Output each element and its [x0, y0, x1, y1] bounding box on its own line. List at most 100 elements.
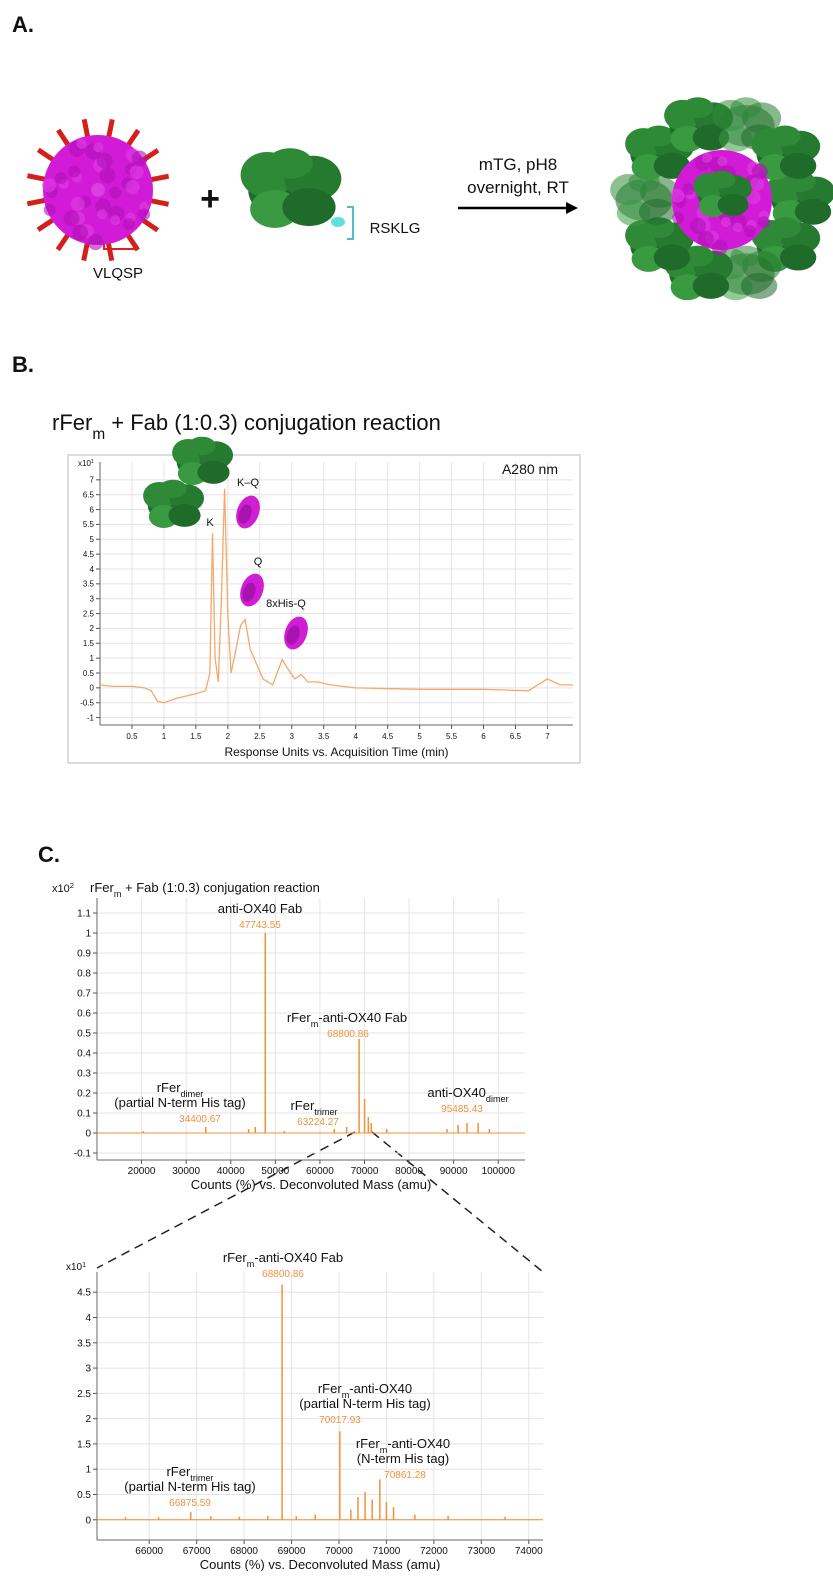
- zoom-line: [371, 1131, 544, 1273]
- y-tick-label: 0.5: [83, 669, 95, 678]
- x-tick-label: 20000: [128, 1166, 156, 1177]
- peak-name-part: anti-OX40 Fab: [218, 901, 303, 916]
- surface-texture: [91, 183, 105, 197]
- peak-name: rFertrimer: [290, 1098, 337, 1117]
- fab-blob: [197, 460, 230, 484]
- condition: overnight, RT: [467, 178, 569, 197]
- surface-texture: [697, 230, 714, 247]
- surface-texture: [750, 176, 765, 191]
- axis-multiplier-part: 1: [82, 1262, 86, 1269]
- tag-bracket: [347, 206, 354, 240]
- fab-blob: [708, 170, 736, 189]
- x-tick-label: 74000: [515, 1546, 543, 1557]
- peak-name-part: (partial N-term His tag): [299, 1396, 430, 1411]
- fab-blob: [692, 272, 730, 299]
- peak-name-part: anti-OX40: [427, 1085, 486, 1100]
- peak-name-part: m: [380, 1445, 388, 1455]
- surface-texture: [720, 217, 731, 228]
- y-tick-label: 0.3: [77, 1069, 91, 1080]
- x-tick-label: 1.5: [190, 732, 202, 741]
- surface-texture: [70, 197, 85, 212]
- fab-blob: [682, 97, 714, 119]
- peak-name-part: (N-term His tag): [357, 1451, 449, 1466]
- peak-name: (partial N-term His tag): [124, 1479, 255, 1494]
- x-tick-label: 5.5: [446, 732, 458, 741]
- surface-texture: [76, 138, 87, 149]
- y-tick-label: 0: [85, 1129, 91, 1140]
- peak-label: Q: [254, 556, 263, 568]
- fab-blob: [168, 503, 201, 527]
- tag-highlight: [331, 217, 345, 227]
- peak-label: 8xHis-Q: [266, 598, 306, 610]
- peak-name-part: m: [342, 1390, 350, 1400]
- peak-name-part: trimer: [190, 1473, 213, 1483]
- surface-texture: [689, 217, 706, 234]
- peak-name-part: -anti-OX40: [387, 1436, 450, 1451]
- chart-title-part: rFer: [90, 880, 115, 895]
- axis-multiplier: x101: [66, 1262, 86, 1274]
- fab-blob: [730, 97, 762, 119]
- y-tick-label: 1: [85, 1465, 91, 1476]
- fab-blob: [740, 272, 778, 299]
- fab-blob: [267, 148, 313, 179]
- x-tick-label: 7: [545, 732, 550, 741]
- y-tick-label: 0.9: [77, 949, 91, 960]
- peak-name-part: m: [311, 1019, 319, 1029]
- fab-blob: [769, 217, 801, 239]
- condition: mTG, pH8: [479, 155, 557, 174]
- x-tick-label: 40000: [217, 1166, 245, 1177]
- surface-texture: [93, 142, 104, 153]
- peak-name: (partial N-term His tag): [299, 1396, 430, 1411]
- x-tick-label: 67000: [183, 1546, 211, 1557]
- surface-texture: [711, 239, 728, 256]
- x-tick-label: 90000: [440, 1166, 468, 1177]
- y-tick-label: 1.5: [83, 639, 95, 648]
- y-tick-label: 4.5: [83, 550, 95, 559]
- x-tick-label: 70000: [351, 1166, 379, 1177]
- peak-name: anti-OX40 Fab: [218, 901, 303, 916]
- y-tick-label: 1: [85, 929, 91, 940]
- x-axis-title: Counts (%) vs. Deconvoluted Mass (amu): [200, 1557, 441, 1571]
- peak-name-part: rFer: [290, 1098, 315, 1113]
- peak-name-part: trimer: [314, 1107, 337, 1117]
- axis-multiplier-part: 1: [91, 459, 94, 465]
- x-tick-label: 4: [353, 732, 358, 741]
- y-tick-label: 0.4: [77, 1049, 91, 1060]
- peak-name-part: m: [247, 1259, 255, 1269]
- peak-name-part: rFer: [223, 1250, 248, 1265]
- x-tick-label: 68000: [230, 1546, 258, 1557]
- surface-texture: [72, 224, 89, 241]
- chart-title-part: m: [114, 889, 122, 899]
- surface-texture: [87, 234, 104, 251]
- peak-mass: 70861.28: [384, 1470, 426, 1481]
- x-tick-label: 50000: [261, 1166, 289, 1177]
- fab-blob: [282, 188, 336, 227]
- peak-name-part: rFer: [356, 1436, 381, 1451]
- chart-frame: [67, 454, 581, 764]
- x-tick-label: 3.5: [318, 732, 330, 741]
- y-tick-label: 1.1: [77, 909, 91, 920]
- peak-mass: 95485.43: [441, 1104, 483, 1115]
- ferritin-monomer-shade: [242, 582, 256, 602]
- peak-label: K–Q: [237, 477, 259, 489]
- axis-multiplier: x102: [52, 881, 74, 896]
- x-tick-label: 1: [162, 732, 167, 741]
- site-label: VLQSP: [93, 265, 143, 282]
- surface-texture: [672, 212, 685, 225]
- peak-mass: 68800.86: [327, 1029, 369, 1040]
- y-tick-label: -0.1: [74, 1149, 92, 1160]
- trace: [99, 488, 573, 704]
- x-tick-label: 66000: [135, 1546, 163, 1557]
- surface-texture: [63, 210, 80, 227]
- y-tick-label: 1: [90, 654, 95, 663]
- y-tick-label: 0.8: [77, 969, 91, 980]
- y-tick-label: 3.5: [83, 580, 95, 589]
- x-tick-label: 60000: [306, 1166, 334, 1177]
- chart-title-part: m: [92, 426, 105, 443]
- x-tick-label: 73000: [467, 1546, 495, 1557]
- y-tick-label: 4.5: [77, 1288, 91, 1299]
- surface-texture: [129, 165, 144, 180]
- surface-texture: [96, 152, 113, 169]
